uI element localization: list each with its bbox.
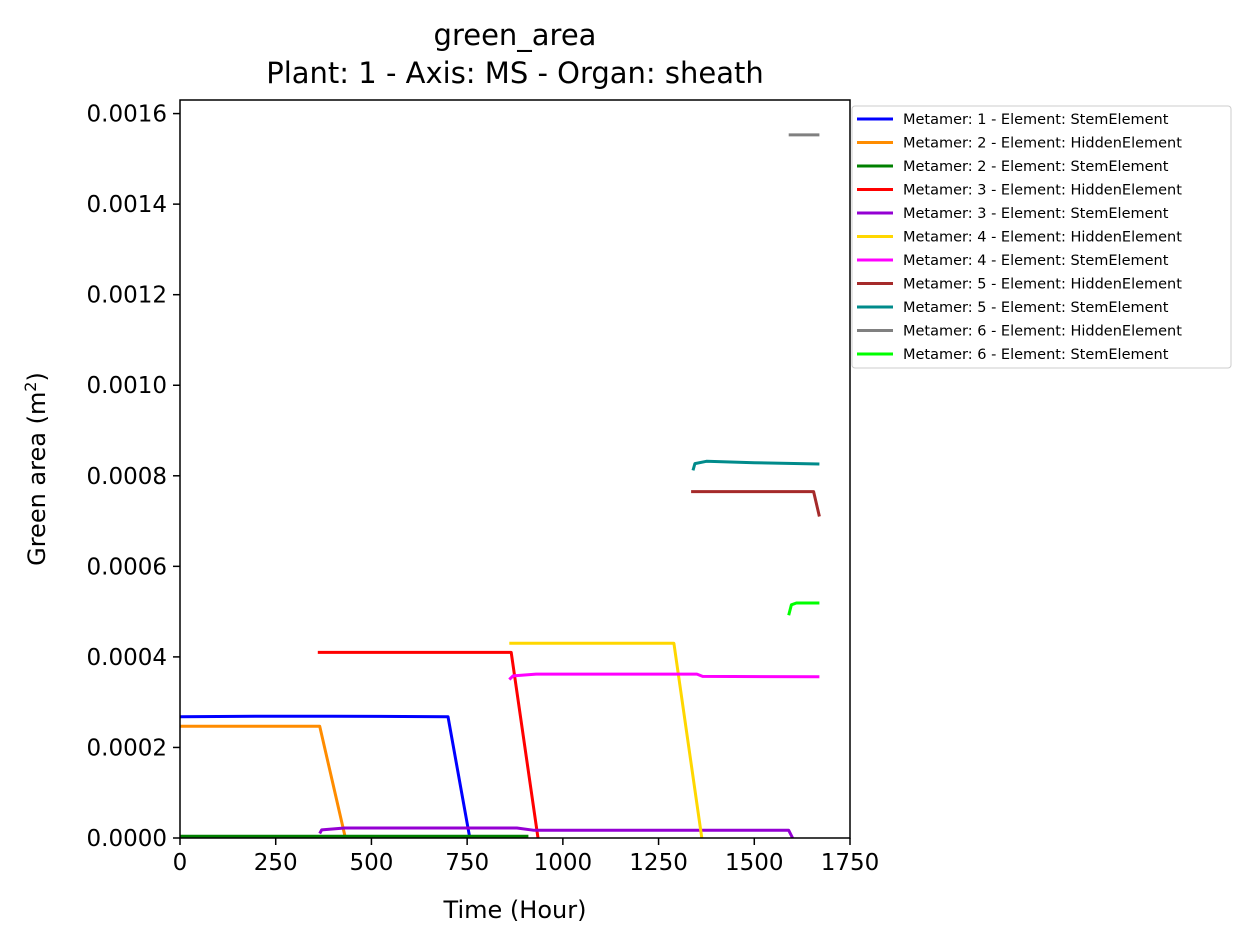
- x-tick-label: 1750: [821, 850, 880, 876]
- y-tick-label: 0.0000: [87, 826, 167, 852]
- y-tick-label: 0.0016: [87, 102, 167, 128]
- legend-frame: [851, 105, 1232, 369]
- y-axis-label-close: ): [23, 372, 51, 381]
- chart-subtitle: Plant: 1 - Axis: MS - Organ: sheath: [266, 56, 764, 90]
- y-tick-label: 0.0010: [87, 373, 167, 399]
- x-tick-label: 1000: [534, 850, 593, 876]
- y-axis-label-main: Green area (m: [23, 392, 51, 566]
- legend-entry-label: Metamer: 4 - Element: StemElement: [903, 253, 1169, 269]
- series-line-6: [509, 641, 704, 839]
- chart-title: green_area: [434, 18, 597, 52]
- y-tick-label: 0.0002: [87, 735, 167, 761]
- x-tick-label: 0: [173, 850, 188, 876]
- plot-frame: [179, 99, 851, 839]
- x-axis-label: Time (Hour): [443, 896, 587, 924]
- x-tick-label: 750: [445, 850, 489, 876]
- legend-entry-label: Metamer: 4 - Element: HiddenElement: [903, 230, 1182, 246]
- y-tick-label: 0.0014: [87, 192, 167, 218]
- y-axis-label-superscript: 2: [21, 381, 40, 391]
- series-line-7: [508, 672, 820, 681]
- series-line-8: [691, 490, 821, 517]
- series-line-1: [179, 714, 472, 839]
- y-tick-label: 0.0008: [87, 464, 167, 490]
- x-tick-label: 1250: [629, 850, 688, 876]
- series-line-9: [691, 459, 820, 471]
- x-axis-ticks: 0 250 500 750 1000 1250 1500 1750: [173, 838, 880, 876]
- legend-entry-label: Metamer: 2 - Element: StemElement: [903, 159, 1169, 175]
- x-tick-label: 500: [349, 850, 393, 876]
- legend-entry-label: Metamer: 5 - Element: StemElement: [903, 300, 1169, 316]
- legend-entry-label: Metamer: 6 - Element: HiddenElement: [903, 324, 1182, 340]
- series-line-5: [318, 826, 794, 839]
- plot-lines: [179, 133, 821, 839]
- legend-entry-label: Metamer: 1 - Element: StemElement: [903, 112, 1169, 128]
- series-line-11: [787, 601, 820, 616]
- y-tick-label: 0.0004: [87, 645, 167, 671]
- legend-entry-label: Metamer: 5 - Element: HiddenElement: [903, 277, 1182, 293]
- y-tick-label: 0.0006: [87, 554, 167, 580]
- legend-entry-label: Metamer: 3 - Element: HiddenElement: [903, 183, 1182, 199]
- series-line-2: [180, 724, 347, 839]
- y-axis-ticks: 0.0000 0.0002 0.0004 0.0006 0.0008 0.0010 0.00…: [87, 102, 180, 852]
- series-line-4: [317, 650, 540, 839]
- legend-entry-label: Metamer: 2 - Element: HiddenElement: [903, 136, 1182, 152]
- legend: Metamer: 1 - Element: StemElement Metamer…: [851, 105, 1232, 369]
- legend-entry-label: Metamer: 6 - Element: StemElement: [903, 347, 1169, 363]
- x-tick-label: 250: [254, 850, 298, 876]
- x-tick-label: 1500: [725, 850, 784, 876]
- y-tick-label: 0.0012: [87, 283, 167, 309]
- y-axis-label: Green area (m2): [21, 372, 51, 566]
- legend-entry-label: Metamer: 3 - Element: StemElement: [903, 206, 1169, 222]
